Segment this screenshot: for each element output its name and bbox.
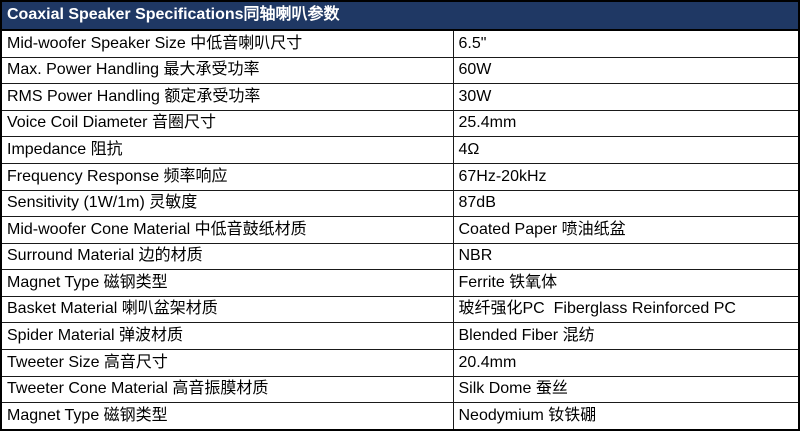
spec-label-cell: Impedance 阻抗 [0,136,454,164]
spec-label-cell: Magnet Type 磁钢类型 [0,402,454,431]
spec-value-cell: 玻纤强化PC Fiberglass Reinforced PC [452,295,800,324]
spec-row: Sensitivity (1W/1m) 灵敏度 87dB [0,189,800,218]
spec-row: Frequency Response 频率响应 67Hz-20kHz [0,163,800,191]
spec-row: Tweeter Cone Material 高音振膜材质 Silk Dome 蚕… [0,375,800,404]
spec-value-cell: 20.4mm [452,348,800,377]
spec-label-cell: RMS Power Handling 额定承受功率 [0,83,454,111]
spec-value-cell: Ferrite 铁氧体 [452,269,800,297]
spec-value-cell: 30W [452,83,800,111]
spec-row: Magnet Type 磁钢类型 Ferrite 铁氧体 [0,269,800,297]
spec-value-cell: 25.4mm [452,109,800,138]
spec-row: Mid-woofer Speaker Size 中低音喇叭尺寸 6.5" [0,29,800,58]
spec-value-cell: 6.5" [452,29,800,58]
spec-row: Spider Material 弹波材质 Blended Fiber 混纺 [0,322,800,350]
spec-label-cell: Max. Power Handling 最大承受功率 [0,56,454,85]
spec-label-cell: Magnet Type 磁钢类型 [0,269,454,297]
table-title: Coaxial Speaker Specifications同轴喇叭参数 [0,0,800,31]
spec-row: Tweeter Size 高音尺寸 20.4mm [0,348,800,377]
spec-label-cell: Spider Material 弹波材质 [0,322,454,350]
spec-row: Max. Power Handling 最大承受功率 60W [0,56,800,85]
spec-value-cell: Neodymium 钕铁硼 [452,402,800,431]
spec-value-cell: 67Hz-20kHz [452,163,800,191]
spec-row: Voice Coil Diameter 音圈尺寸 25.4mm [0,109,800,138]
spec-label-cell: Tweeter Size 高音尺寸 [0,348,454,377]
spec-label-cell: Surround Material 边的材质 [0,242,454,271]
spec-label-cell: Mid-woofer Cone Material 中低音鼓纸材质 [0,216,454,244]
spec-row: RMS Power Handling 额定承受功率 30W [0,83,800,111]
spec-value-cell: 60W [452,56,800,85]
table-header-row: Coaxial Speaker Specifications同轴喇叭参数 [0,0,800,31]
spec-label-cell: Basket Material 喇叭盆架材质 [0,295,454,324]
spec-value-cell: Blended Fiber 混纺 [452,322,800,350]
spec-label-cell: Sensitivity (1W/1m) 灵敏度 [0,189,454,218]
spec-row: Mid-woofer Cone Material 中低音鼓纸材质 Coated … [0,216,800,244]
spec-row: Magnet Type 磁钢类型 Neodymium 钕铁硼 [0,402,800,431]
spec-value-cell: NBR [452,242,800,271]
spec-value-cell: 4Ω [452,136,800,164]
spec-row: Surround Material 边的材质 NBR [0,242,800,271]
spec-label-cell: Tweeter Cone Material 高音振膜材质 [0,375,454,404]
spec-row: Basket Material 喇叭盆架材质 玻纤强化PC Fiberglass… [0,295,800,324]
spec-label-cell: Mid-woofer Speaker Size 中低音喇叭尺寸 [0,29,454,58]
spec-value-cell: 87dB [452,189,800,218]
spec-row: Impedance 阻抗 4Ω [0,136,800,164]
spec-label-cell: Frequency Response 频率响应 [0,163,454,191]
spec-value-cell: Silk Dome 蚕丝 [452,375,800,404]
spec-label-cell: Voice Coil Diameter 音圈尺寸 [0,109,454,138]
spec-value-cell: Coated Paper 喷油纸盆 [452,216,800,244]
